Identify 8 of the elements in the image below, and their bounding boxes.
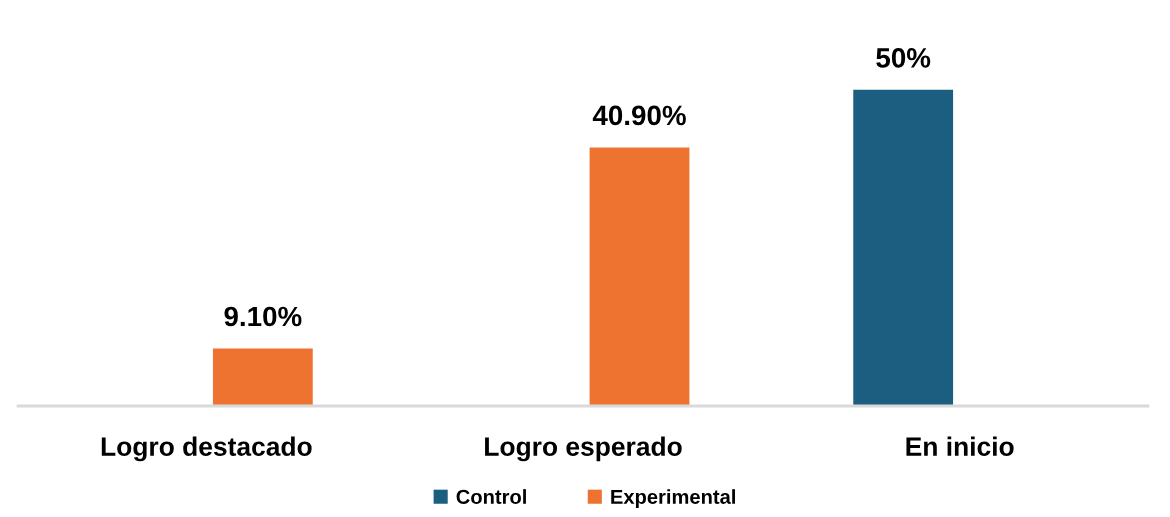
legend-label: Control [456, 489, 526, 504]
data-label: 40.90% [592, 105, 686, 126]
data-label: 9.10% [224, 306, 302, 327]
legend-label: Experimental [611, 489, 735, 508]
x-tick-label: Logro esperado [485, 436, 682, 462]
x-tick-label: En inicio [906, 436, 1014, 456]
data-label: 50% [876, 48, 931, 68]
x-tick-label: Logro destacado [101, 436, 312, 462]
